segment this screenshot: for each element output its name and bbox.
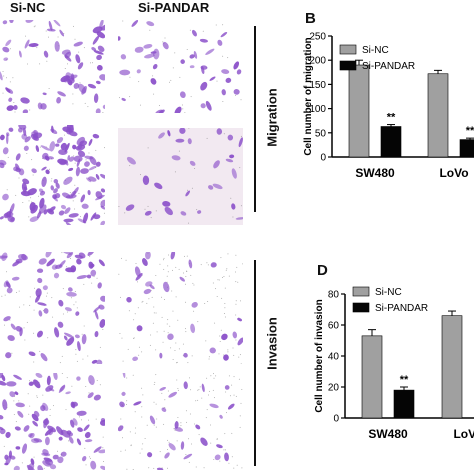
migration-chart-bar-si-nc-sw480: [348, 64, 370, 158]
invasion-chart-bar-si-nc-sw480: [361, 335, 383, 419]
migration-chart-legend-label: Si-PANDAR: [362, 61, 415, 72]
micrograph-migration-si-pandar-sw480-texture: [118, 20, 243, 113]
migration-chart-y-tick-label: 0: [320, 153, 326, 164]
invasion-chart-y-tick-label: 40: [328, 352, 340, 363]
migration-chart-y-tick-label: 50: [315, 128, 327, 139]
column-header-si-pandar: Si-PANDAR: [138, 0, 210, 15]
migration-side-label: Migration: [264, 88, 280, 147]
invasion-chart-legend-swatch: [352, 286, 370, 297]
column-header-si-nc: Si-NC: [10, 0, 46, 15]
migration-chart-significance-marker: **: [466, 125, 474, 137]
migration-chart-legend-swatch: [339, 60, 357, 71]
migration-chart-significance-marker: **: [387, 112, 396, 124]
invasion-chart-bar-si-nc-lovo: [441, 315, 463, 419]
migration-chart-bar-si-pandar-sw480: [380, 126, 402, 158]
invasion-chart-y-tick-label: 0: [333, 414, 339, 425]
invasion-chart-significance-marker: **: [400, 374, 409, 386]
migration-chart-y-tick-label: 200: [309, 56, 326, 67]
migration-chart-bar-si-pandar-lovo: [459, 139, 474, 158]
migration-chart-y-tick-label: 150: [309, 80, 326, 91]
micrograph-migration-si-nc-lovo-texture: [0, 125, 105, 225]
micrograph-invasion-si-nc-sw480-texture: [0, 252, 105, 364]
invasion-chart-y-tick-label: 20: [328, 383, 340, 394]
micrograph-invasion-si-pandar-lovo-texture: [118, 373, 243, 470]
migration-chart-y-axis-label: Cell number of migration: [303, 37, 314, 155]
micrograph-invasion-si-pandar-sw480-texture: [118, 252, 243, 364]
invasion-bracket-line: [254, 260, 256, 466]
micrograph-invasion-si-nc-lovo-texture: [0, 373, 105, 470]
migration-bracket-line: [254, 26, 256, 212]
micrograph-invasion-si-pandar-lovo: [118, 373, 243, 470]
invasion-chart-bar-si-pandar-sw480: [393, 389, 415, 419]
invasion-chart-category-label: LoVo: [453, 427, 474, 441]
micrograph-migration-si-pandar-lovo: [118, 128, 243, 225]
micrograph-invasion-si-nc-lovo: [0, 373, 105, 470]
micrograph-migration-si-nc-sw480: [0, 20, 105, 113]
invasion-chart-legend-label: Si-PANDAR: [375, 303, 428, 314]
invasion-chart-y-tick-label: 80: [328, 290, 340, 301]
micrograph-migration-si-nc-sw480-texture: [0, 20, 105, 113]
micrograph-migration-si-pandar-lovo-texture: [118, 128, 243, 225]
invasion-chart-category-label: SW480: [368, 427, 408, 441]
micrograph-invasion-si-nc-sw480: [0, 252, 105, 364]
migration-chart-y-tick-label: 250: [309, 32, 326, 43]
panel-label-d: D: [317, 262, 328, 279]
invasion-chart-legend-label: Si-NC: [375, 287, 402, 298]
migration-chart-legend-label: Si-NC: [362, 45, 389, 56]
migration-chart-y-tick-label: 100: [309, 104, 326, 115]
panel-label-b: B: [305, 10, 316, 27]
micrograph-migration-si-pandar-sw480: [118, 20, 243, 113]
micrograph-invasion-si-pandar-sw480: [118, 252, 243, 364]
invasion-chart-y-tick-label: 60: [328, 321, 340, 332]
invasion-chart-y-axis-label: Cell number of invasion: [314, 299, 325, 412]
micrograph-migration-si-nc-lovo: [0, 125, 105, 225]
migration-chart-category-label: SW480: [355, 166, 395, 180]
invasion-side-label: Invasion: [264, 317, 280, 370]
migration-chart-legend-swatch: [339, 44, 357, 55]
migration-chart-category-label: LoVo: [439, 166, 468, 180]
migration-chart-bar-si-nc-lovo: [427, 73, 449, 158]
invasion-chart-legend-swatch: [352, 302, 370, 313]
